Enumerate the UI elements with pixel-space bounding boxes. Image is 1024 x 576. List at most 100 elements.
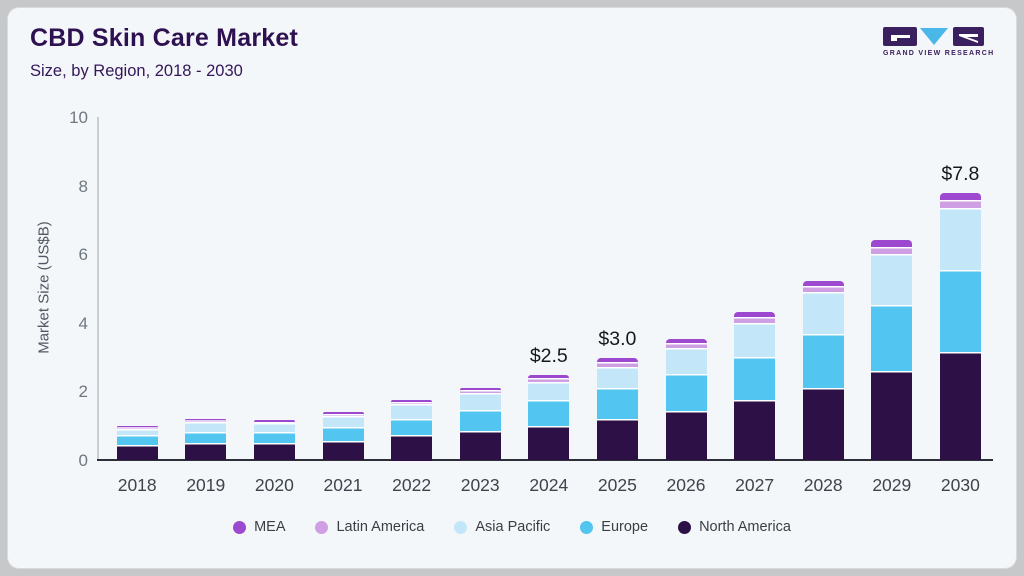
legend-item-latin-america: Latin America — [315, 519, 424, 535]
bar-segment-2019-europe — [185, 432, 227, 443]
bar-segment-2028-latin-america — [802, 286, 844, 292]
bar-segment-2025-north-america — [596, 418, 638, 461]
bar-segment-2024-north-america — [528, 425, 570, 461]
bar-segment-2028-asia-pacific — [802, 291, 844, 334]
bar-segment-2030-asia-pacific — [939, 207, 981, 271]
bar-segment-2024-mea — [528, 374, 570, 378]
bar-segment-2023-north-america — [459, 431, 501, 461]
page-title: CBD Skin Care Market — [30, 24, 298, 52]
bar-segment-2024-asia-pacific — [528, 382, 570, 400]
bar-segment-2026-europe — [665, 373, 707, 412]
bar-segment-2030-europe — [939, 270, 981, 353]
bar-segment-2018-europe — [116, 435, 158, 446]
bar-segment-2018-latin-america — [116, 427, 158, 429]
y-axis-tick-6: 6 — [78, 245, 88, 264]
bar-segment-2025-asia-pacific — [596, 366, 638, 388]
bar-segment-2027-north-america — [734, 399, 776, 461]
bar-segment-2030-north-america — [939, 352, 981, 461]
legend-item-europe: Europe — [580, 519, 648, 535]
bar-segment-2027-latin-america — [734, 317, 776, 324]
x-axis-label-2024: 2024 — [529, 475, 569, 495]
bar-segment-2029-latin-america — [871, 247, 913, 255]
x-axis-label-2030: 2030 — [940, 475, 980, 495]
legend-swatch-icon — [315, 520, 329, 534]
legend-label: MEA — [254, 519, 286, 535]
bar-segment-2019-latin-america — [185, 420, 227, 422]
bar-segment-2023-europe — [459, 409, 501, 432]
bar-segment-2018-mea — [116, 426, 158, 428]
legend-swatch-icon — [454, 520, 468, 534]
legend-item-mea: MEA — [233, 519, 285, 535]
bar-segment-2023-latin-america — [459, 390, 501, 394]
bar-segment-2028-europe — [802, 333, 844, 388]
x-axis-label-2025: 2025 — [597, 475, 637, 495]
x-axis-label-2029: 2029 — [872, 475, 912, 495]
y-axis-tick-8: 8 — [78, 176, 88, 196]
bar-segment-2020-latin-america — [253, 421, 295, 424]
legend-label: Latin America — [336, 519, 425, 535]
chart-card — [7, 7, 1017, 569]
page-subtitle: Size, by Region, 2018 - 2030 — [30, 62, 243, 80]
legend-label: Europe — [601, 519, 649, 535]
bar-segment-2026-asia-pacific — [665, 347, 707, 374]
data-label-2025: $3.0 — [598, 328, 637, 351]
gvr-logo-icon — [883, 26, 993, 62]
x-axis-label-2028: 2028 — [803, 475, 843, 495]
bar-segment-2018-north-america — [116, 445, 158, 461]
bar-segment-2027-mea — [734, 312, 776, 318]
legend-swatch-icon — [580, 520, 594, 534]
y-axis-line — [97, 117, 99, 461]
bar-segment-2030-mea — [939, 193, 981, 200]
bar-segment-2027-asia-pacific — [734, 323, 776, 357]
bar-segment-2024-europe — [528, 399, 570, 426]
bar-segment-2020-europe — [253, 432, 295, 443]
bar-segment-2025-mea — [596, 358, 638, 362]
bar-segment-2026-north-america — [665, 411, 707, 461]
data-label-2030: $7.8 — [941, 163, 980, 186]
bar-segment-2029-asia-pacific — [871, 254, 913, 305]
bar-segment-2023-asia-pacific — [459, 393, 501, 410]
bar-segment-2022-latin-america — [391, 401, 433, 405]
bar-segment-2021-north-america — [322, 440, 364, 461]
x-axis-label-2018: 2018 — [117, 475, 157, 495]
bar-segment-2025-latin-america — [596, 361, 638, 367]
bar-segment-2028-mea — [802, 280, 844, 287]
bar-segment-2022-europe — [391, 418, 433, 435]
bar-segment-2021-mea — [322, 412, 364, 414]
data-label-2024: $2.5 — [529, 344, 568, 367]
bar-segment-2028-north-america — [802, 387, 844, 461]
y-axis-tick-10: 10 — [69, 108, 88, 127]
bar-segment-2030-latin-america — [939, 199, 981, 208]
bar-segment-2019-north-america — [185, 442, 227, 461]
bar-segment-2029-mea — [871, 240, 913, 248]
bar-segment-2027-europe — [734, 356, 776, 400]
y-axis-tick-0: 0 — [78, 450, 88, 470]
x-axis-label-2021: 2021 — [323, 475, 363, 495]
x-axis-label-2027: 2027 — [735, 475, 775, 495]
bar-segment-2022-north-america — [391, 434, 433, 461]
bar-segment-2020-mea — [253, 420, 295, 422]
bar-segment-2019-asia-pacific — [185, 421, 227, 433]
bar-segment-2019-mea — [185, 418, 227, 421]
legend-label: Asia Pacific — [475, 519, 551, 535]
bar-segment-2020-asia-pacific — [253, 423, 295, 433]
y-axis-tick-4: 4 — [78, 313, 88, 333]
x-axis-label-2023: 2023 — [460, 475, 500, 495]
y-axis-title: Market Size (US$B) — [35, 221, 53, 354]
bar-segment-2018-asia-pacific — [116, 428, 158, 436]
bar-segment-2021-latin-america — [322, 413, 364, 416]
bar-segment-2020-north-america — [253, 442, 295, 461]
bar-segment-2022-mea — [391, 399, 433, 402]
y-axis-tick-2: 2 — [78, 382, 88, 401]
bar-segment-2024-latin-america — [528, 377, 570, 383]
x-axis-label-2020: 2020 — [254, 475, 294, 495]
legend-swatch-icon — [233, 520, 247, 534]
x-axis-label-2026: 2026 — [666, 475, 706, 495]
bar-segment-2023-mea — [459, 387, 501, 391]
x-axis-label-2019: 2019 — [186, 475, 226, 495]
x-axis-label-2022: 2022 — [392, 475, 432, 495]
bar-segment-2026-mea — [665, 338, 707, 344]
gvr-logo-brand-text: GRAND VIEW RESEARCH — [883, 50, 995, 57]
legend-label: North America — [699, 519, 791, 535]
